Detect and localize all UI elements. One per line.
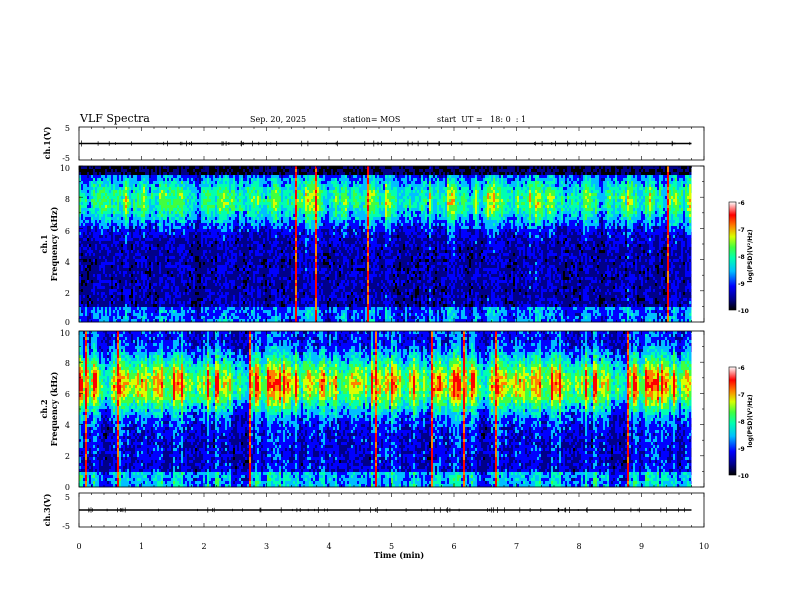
ch1-colorbar xyxy=(728,201,737,311)
header-station: station= MOS xyxy=(343,115,400,124)
ch1-spec-ylabel-top: ch.1 xyxy=(39,234,49,253)
ch1-spec-ytick-4: 4 xyxy=(65,258,70,267)
x-axis-label: Time (min) xyxy=(374,550,424,560)
ch2-spec-ylabel-top: ch.2 xyxy=(39,399,49,418)
ch3-waveform-ylabel: ch.3(V) xyxy=(42,493,52,526)
ch1-spec-ytick-2: 2 xyxy=(65,289,70,298)
ch2-spectrogram-panel: 0 2 4 6 8 10 ch.2 Frequency (kHz) -6 -7 … xyxy=(39,329,754,492)
x-axis-tick-labels: 0 1 2 3 4 5 6 7 8 9 10 xyxy=(76,542,709,551)
ch2-spec-ytick-2: 2 xyxy=(65,452,70,461)
ch1-spec-ylabel: Frequency (kHz) xyxy=(49,206,59,281)
ch2-colorbar-ticks: -6 -7 -8 -9 -10 xyxy=(738,365,749,480)
ch3-ytick-top: 5 xyxy=(65,493,70,502)
figure-title: VLF Spectra xyxy=(79,112,150,125)
ch2-spec-ytick-6: 6 xyxy=(65,390,70,399)
ch2-cb-tick-m10: -10 xyxy=(738,473,749,480)
x-tick-label-7: 7 xyxy=(514,542,519,551)
x-tick-label-2: 2 xyxy=(201,542,206,551)
ch1-waveform-marks xyxy=(78,127,705,160)
ch3-waveform-marks xyxy=(78,493,705,527)
x-tick-label-4: 4 xyxy=(326,542,331,551)
ch2-cb-tick-m6: -6 xyxy=(738,365,745,372)
x-tick-label-3: 3 xyxy=(264,542,269,551)
x-tick-label-10: 10 xyxy=(699,542,709,551)
x-tick-label-1: 1 xyxy=(139,542,144,551)
header-start-time: start UT = 18: 0 : 1 xyxy=(437,115,526,124)
ch1-spec-ytick-6: 6 xyxy=(65,227,70,236)
ch1-waveform-ylabel: ch.1(V) xyxy=(42,126,52,159)
x-tick-label-9: 9 xyxy=(639,542,644,551)
ch2-spectrogram-yticks: 0 2 4 6 8 10 xyxy=(60,329,70,492)
ch2-cb-tick-m8: -8 xyxy=(738,419,745,426)
x-axis-ticks xyxy=(78,165,705,488)
ch2-spec-ytick-4: 4 xyxy=(65,421,70,430)
x-tick-label-0: 0 xyxy=(76,542,81,551)
x-tick-label-5: 5 xyxy=(389,542,394,551)
ch2-cb-tick-m9: -9 xyxy=(738,446,745,453)
ch3-ytick-bottom: -5 xyxy=(62,522,70,531)
ch1-spectrogram-panel: 0 2 4 6 8 10 ch.1 Frequency (kHz) -6 -7 … xyxy=(39,164,754,327)
ch2-colorbar xyxy=(728,366,737,476)
x-tick-label-8: 8 xyxy=(576,542,581,551)
x-tick-label-6: 6 xyxy=(451,542,456,551)
ch2-colorbar-label: log(PSD)(V²/Hz) xyxy=(747,394,754,447)
ch2-cb-tick-m7: -7 xyxy=(738,392,745,399)
ch1-ytick-top: 5 xyxy=(65,124,70,133)
ch2-spec-ylabel: Frequency (kHz) xyxy=(49,371,59,446)
ch2-spec-ytick-8: 8 xyxy=(65,359,70,368)
ch1-spectrogram-image xyxy=(79,166,704,323)
ch1-cb-tick-m9: -9 xyxy=(738,281,745,288)
ch3-waveform-panel: 5 -5 ch.3(V) xyxy=(42,492,705,531)
ch1-spec-ytick-8: 8 xyxy=(65,195,70,204)
ch1-cb-tick-m10: -10 xyxy=(738,308,749,315)
ch1-ytick-bottom: -5 xyxy=(62,154,70,163)
header-date: Sep. 20, 2025 xyxy=(250,115,306,124)
ch1-colorbar-ticks: -6 -7 -8 -9 -10 xyxy=(738,200,749,315)
ch1-spec-ytick-0: 0 xyxy=(65,318,70,327)
ch2-spec-ytick-10: 10 xyxy=(60,329,70,338)
ch2-spec-ytick-0: 0 xyxy=(65,483,70,492)
ch1-spec-ytick-10: 10 xyxy=(60,164,70,173)
ch1-waveform-panel: 5 -5 ch.1(V) xyxy=(42,124,705,163)
ch1-colorbar-label: log(PSD)(V²/Hz) xyxy=(747,229,754,282)
ch1-cb-tick-m6: -6 xyxy=(738,200,745,207)
ch2-spectrogram-image xyxy=(79,331,704,488)
ch1-spectrogram-yticks: 0 2 4 6 8 10 xyxy=(60,164,70,327)
ch1-cb-tick-m8: -8 xyxy=(738,254,745,261)
ch1-cb-tick-m7: -7 xyxy=(738,227,745,234)
